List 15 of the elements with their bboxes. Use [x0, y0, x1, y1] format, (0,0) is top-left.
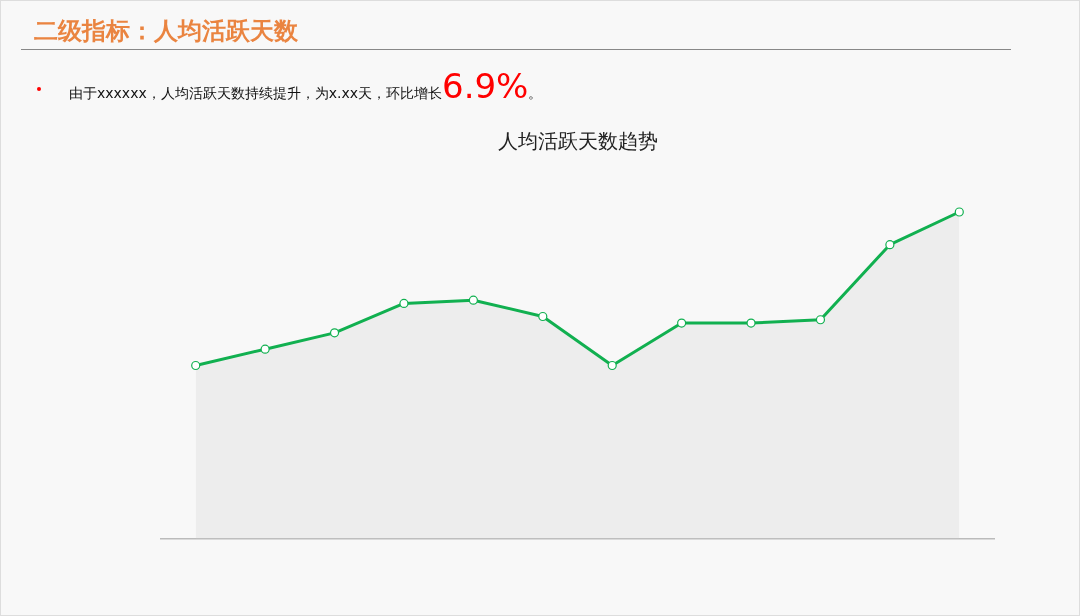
point: [607, 360, 617, 371]
point: [885, 240, 895, 250]
point: [329, 328, 340, 338]
chart-title: 人均活跃天数趋势: [497, 129, 658, 154]
point: [815, 315, 826, 325]
point: [399, 298, 409, 309]
text: 二级指标：人均活跃天数: [34, 17, 298, 45]
point: [191, 360, 201, 371]
point: [538, 311, 548, 322]
point: [954, 207, 964, 217]
point: [468, 295, 478, 305]
point: [677, 318, 687, 328]
text: 由于xxxxxx，人均活跃天数持续提升，为x.xx天，环比增长6.9%。: [69, 66, 543, 106]
point: [260, 344, 270, 354]
point: [746, 318, 756, 328]
